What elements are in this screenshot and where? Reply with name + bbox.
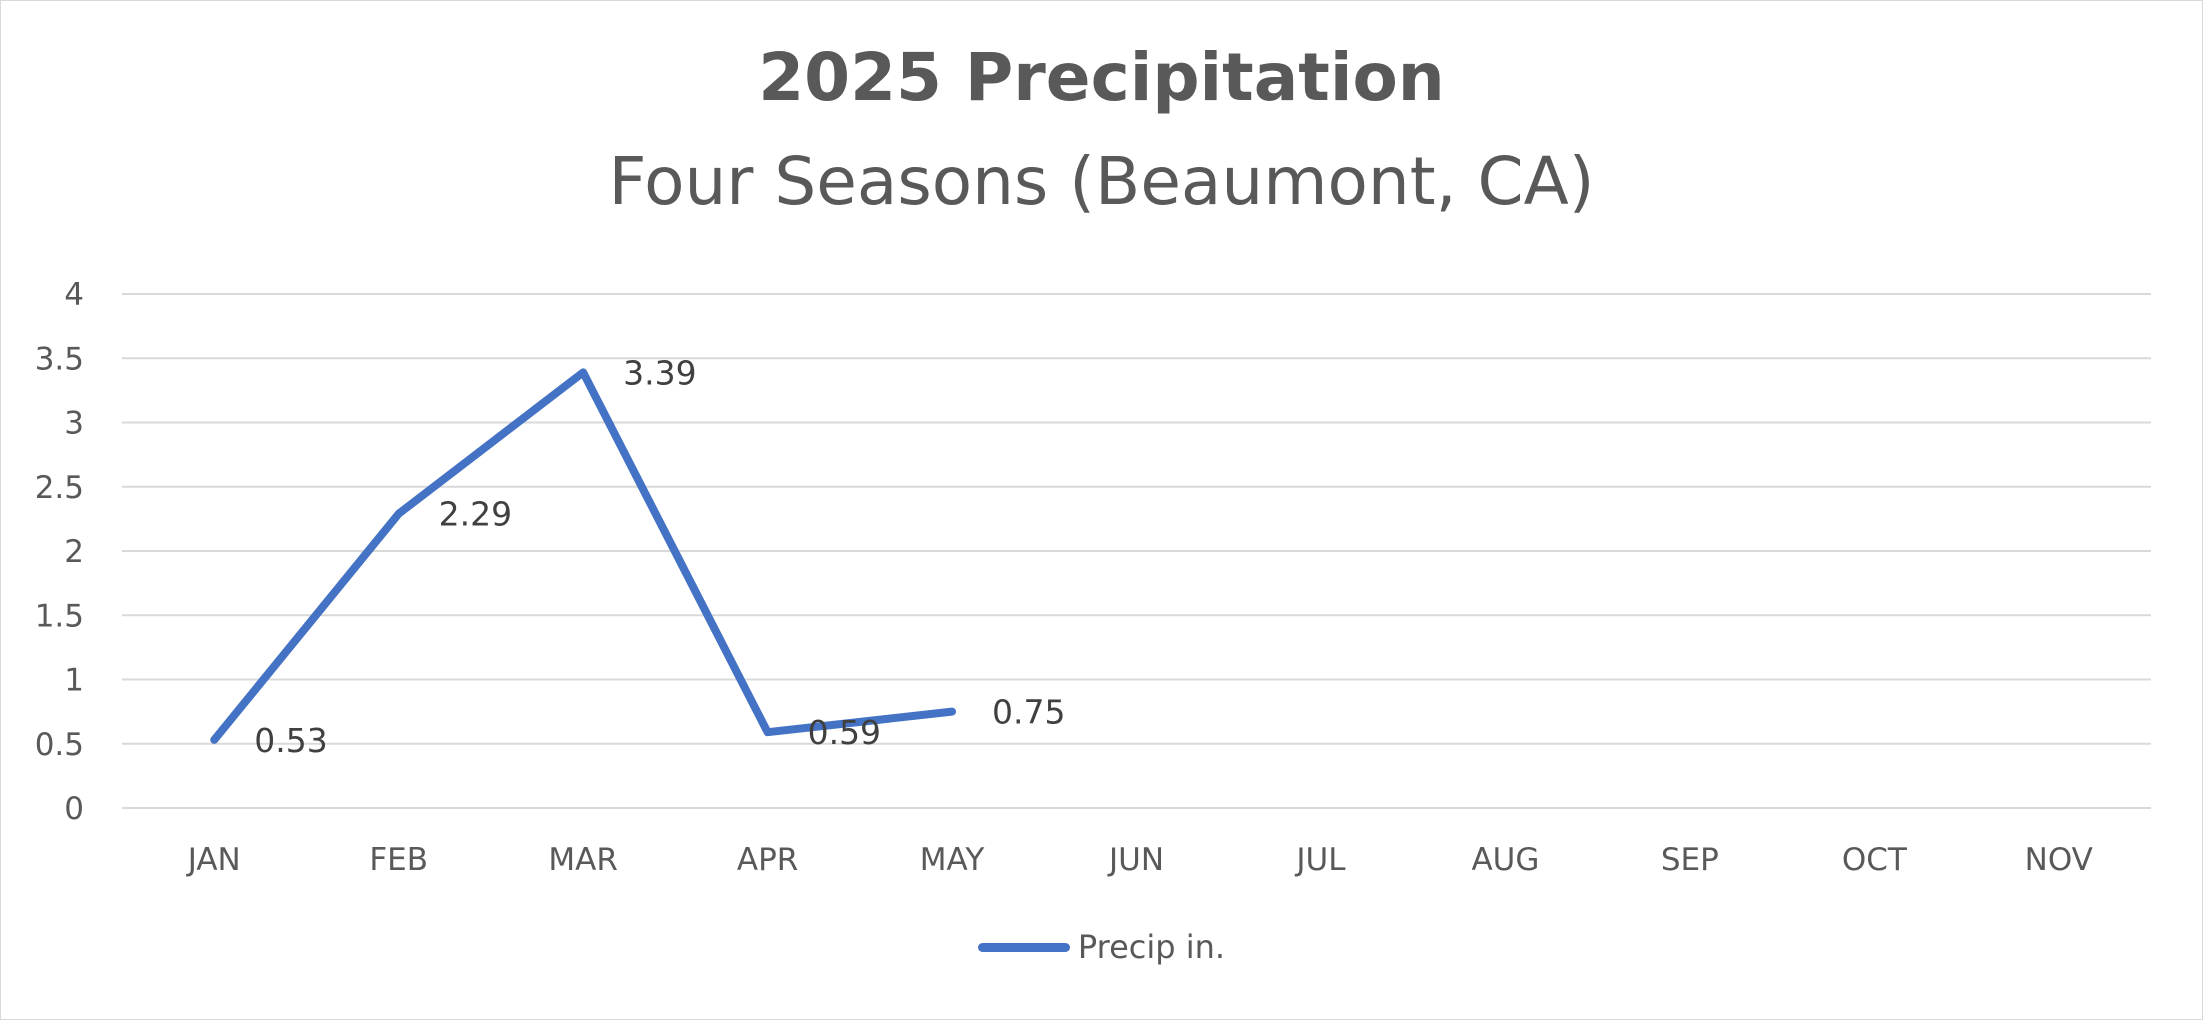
y-axis-labels: 0 0.5 1 1.5 2 2.5 3 3.5 4 (35, 277, 84, 827)
legend: Precip in. (0, 928, 2203, 966)
y-tick-label: 4 (64, 277, 84, 313)
y-tick-label: 3 (64, 406, 84, 442)
data-label: 0.53 (254, 721, 327, 760)
legend-label: Precip in. (1077, 928, 1226, 966)
x-tick-label: JAN (186, 842, 241, 878)
legend-swatch (977, 942, 1070, 952)
x-tick-label: JUN (1107, 842, 1164, 878)
x-tick-label: FEB (369, 842, 428, 878)
series-line (210, 368, 957, 744)
data-labels: 0.53 2.29 3.39 0.59 0.75 (254, 353, 1065, 760)
x-tick-label: MAY (920, 842, 985, 878)
x-tick-label: OCT (1842, 842, 1908, 878)
x-tick-label: MAR (548, 842, 618, 878)
y-tick-label: 2.5 (35, 470, 84, 506)
data-label: 2.29 (439, 495, 512, 534)
x-tick-label: SEP (1661, 842, 1719, 878)
x-tick-label: NOV (2025, 842, 2093, 878)
x-tick-label: JUL (1294, 842, 1346, 878)
y-tick-label: 0.5 (35, 727, 84, 763)
x-tick-label: APR (737, 842, 798, 878)
y-tick-label: 3.5 (35, 341, 84, 377)
x-axis-labels: JAN FEB MAR APR MAY JUN JUL AUG SEP OCT NOV (186, 842, 2093, 878)
y-tick-label: 0 (64, 791, 84, 827)
y-tick-label: 1 (64, 663, 84, 699)
series-lines (210, 368, 957, 744)
gridlines (122, 293, 2151, 809)
chart-subtitle: Four Seasons (Beaumont, CA) (608, 143, 1595, 220)
y-tick-label: 2 (64, 534, 84, 570)
y-tick-label: 1.5 (35, 598, 84, 634)
x-tick-label: AUG (1471, 842, 1539, 878)
data-label: 3.39 (623, 353, 696, 392)
chart-title: 2025 Precipitation (758, 39, 1445, 116)
data-label: 0.75 (992, 693, 1065, 732)
data-label: 0.59 (808, 713, 881, 752)
